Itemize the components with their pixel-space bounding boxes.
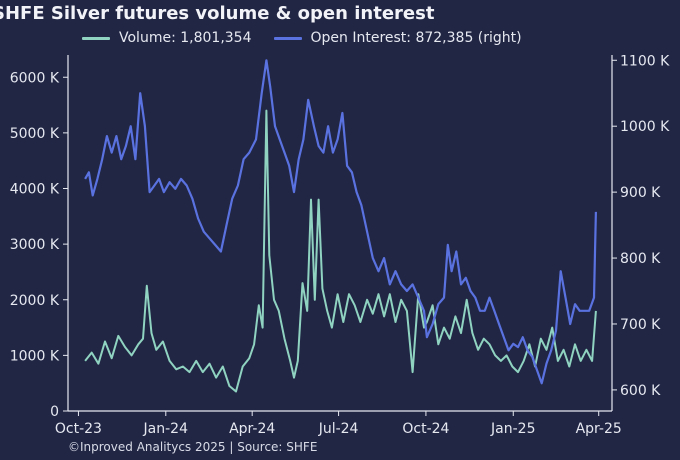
right-tick-label: 600 K <box>620 383 661 399</box>
left-tick-label: 1000 K <box>10 348 60 364</box>
legend-item-open-interest: Open Interest: 872,385 (right) <box>273 30 522 46</box>
left-tick-label: 0 <box>50 404 59 420</box>
legend-swatch-open-interest <box>273 36 302 40</box>
x-tick-label: Apr-25 <box>576 421 622 437</box>
series-line-open-interest <box>84 59 597 385</box>
left-tick-label: 5000 K <box>10 126 60 142</box>
x-tick-label: Oct-23 <box>55 421 102 437</box>
legend: Volume: 1,801,354 Open Interest: 872,385… <box>82 28 544 48</box>
left-tick-label: 6000 K <box>10 70 60 86</box>
left-tick-label: 3000 K <box>10 237 60 253</box>
left-tick-label: 2000 K <box>10 293 60 309</box>
chart-title: SHFE Silver futures volume & open intere… <box>0 3 435 24</box>
series-line-volume <box>84 109 597 393</box>
legend-swatch-volume <box>82 36 110 40</box>
right-tick-label: 900 K <box>620 185 661 201</box>
x-tick-label: Apr-24 <box>229 421 275 437</box>
right-tick-label: 700 K <box>620 317 661 333</box>
source-note: ©Inproved Analitycs 2025 | Source: SHFE <box>68 440 318 454</box>
x-tick-label: Jan-25 <box>490 421 535 437</box>
left-tick-label: 4000 K <box>10 182 60 198</box>
right-tick-label: 1100 K <box>620 53 670 69</box>
legend-label-volume: Volume: 1,801,354 <box>119 30 252 46</box>
x-tick-label: Oct-24 <box>402 421 449 437</box>
right-tick-label: 800 K <box>620 251 661 267</box>
legend-label-open-interest: Open Interest: 872,385 (right) <box>310 30 522 46</box>
x-tick-label: Jan-24 <box>143 421 189 437</box>
right-tick-label: 1000 K <box>620 119 670 135</box>
x-tick-label: Jul-24 <box>318 421 359 437</box>
legend-item-volume: Volume: 1,801,354 <box>82 30 252 46</box>
